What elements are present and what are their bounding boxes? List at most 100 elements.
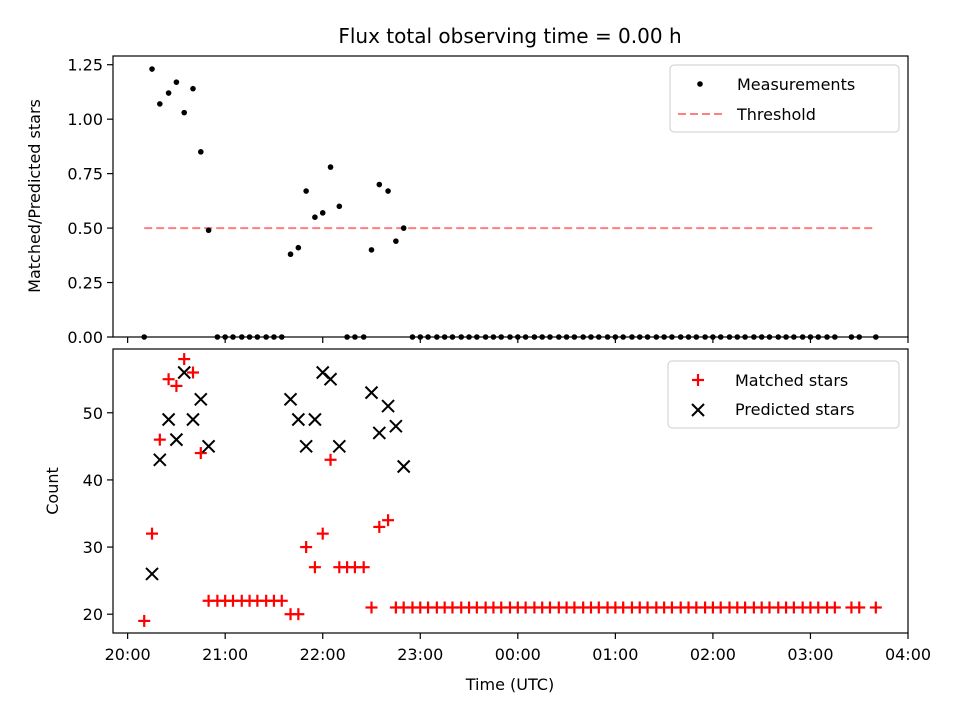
x-tick-label: 02:00	[690, 645, 736, 664]
predicted-star-point	[381, 399, 395, 413]
x-tick-label: 04:00	[885, 645, 931, 664]
predicted-star-point	[364, 385, 379, 400]
x-axis-label: Time (UTC)	[465, 675, 554, 694]
matched-star-point	[828, 601, 841, 614]
legend-measurements-label: Measurements	[737, 75, 855, 94]
matched-star-point	[138, 614, 151, 627]
predicted-star-point	[323, 372, 338, 386]
matched-star-point	[178, 353, 191, 366]
x-tick-label: 23:00	[397, 645, 443, 664]
measurement-point	[327, 164, 334, 170]
matched-star-point	[324, 453, 337, 466]
matched-star-point	[373, 520, 386, 533]
legend-threshold-label: Threshold	[736, 105, 816, 124]
bottom-plot-area	[138, 353, 882, 627]
matched-star-point	[146, 527, 159, 540]
measurement-point	[336, 203, 343, 210]
measurement-point	[190, 85, 196, 92]
x-tick-label: 21:00	[202, 645, 248, 664]
predicted-star-point	[332, 439, 347, 454]
measurement-point	[303, 188, 309, 194]
legend-predicted-label: Predicted stars	[735, 400, 855, 419]
top-y-tick-label: 1.00	[67, 110, 103, 129]
predicted-star-point	[161, 412, 176, 427]
bottom-y-axis-label: Count	[43, 467, 62, 515]
predicted-star-point	[299, 439, 313, 454]
chart-title: Flux total observing time = 0.00 h	[338, 24, 681, 48]
legend-predicted-marker	[691, 403, 705, 417]
measurement-point	[295, 244, 302, 251]
measurement-point	[205, 227, 212, 234]
bottom-y-axis: 20 30 40 50	[83, 404, 113, 624]
top-axes-frame	[112, 55, 909, 338]
predicted-star-point	[396, 459, 411, 474]
measurement-point	[385, 188, 391, 194]
matched-star-point	[194, 447, 207, 460]
predicted-star-point	[194, 392, 208, 407]
measurement-point	[376, 181, 383, 188]
measurement-point	[181, 109, 188, 116]
top-panel: 0.00 0.25 0.50 0.75 1.00 1.25 Matched/Predict…	[25, 55, 909, 347]
measurement-point	[319, 210, 326, 216]
x-tick-label: 03:00	[787, 645, 833, 664]
matched-star-point	[357, 561, 370, 574]
top-y-axis: 0.00 0.25 0.50 0.75 1.00 1.25	[67, 56, 113, 347]
x-tick-label: 22:00	[300, 645, 346, 664]
matched-star-point	[162, 373, 175, 386]
measurement-point	[312, 214, 318, 220]
measurement-point	[197, 149, 204, 155]
measurement-point	[287, 251, 294, 258]
legend-matched-label: Matched stars	[735, 371, 848, 390]
matched-star-point	[382, 514, 395, 527]
predicted-star-point	[186, 412, 200, 427]
matched-star-point	[365, 601, 378, 614]
matched-star-point	[170, 379, 183, 392]
predicted-star-point	[308, 412, 322, 427]
top-legend-box	[669, 64, 900, 133]
predicted-star-point	[283, 392, 298, 407]
top-plot-area	[141, 66, 879, 340]
matched-star-point	[316, 527, 329, 540]
x-tick-label: 00:00	[495, 645, 541, 664]
bottom-legend-box	[667, 360, 900, 429]
matched-star-point	[300, 541, 313, 554]
matched-star-point	[853, 601, 866, 614]
predicted-star-point	[291, 412, 306, 427]
measurement-point	[393, 238, 399, 244]
legend-matched-marker	[692, 374, 704, 386]
measurement-point	[368, 247, 375, 253]
matched-star-point	[292, 608, 305, 621]
matched-star-point	[275, 594, 288, 607]
x-tick-label: 01:00	[592, 645, 638, 664]
bottom-y-tick-label: 40	[83, 471, 103, 490]
matched-star-point	[308, 561, 321, 574]
top-y-axis-label: Matched/Predicted stars	[25, 99, 44, 293]
measurement-point	[400, 225, 407, 231]
predicted-star-point	[372, 426, 387, 440]
predicted-star-point	[145, 567, 159, 581]
top-y-tick-label: 0.25	[67, 274, 103, 293]
matched-star-point	[186, 366, 199, 379]
matched-star-point	[869, 601, 882, 614]
bottom-y-tick-label: 30	[83, 538, 103, 557]
predicted-star-point	[153, 453, 167, 467]
measurement-point	[157, 101, 163, 107]
predicted-star-point	[177, 365, 191, 380]
top-y-tick-label: 0.75	[67, 165, 103, 184]
bottom-legend: Matched stars Predicted stars	[667, 360, 900, 429]
bottom-x-axis: 20:00 21:00 22:00 23:00 00:00 01:00 02:00 03:00…	[105, 633, 931, 664]
predicted-star-point	[201, 439, 216, 454]
x-tick-label: 20:00	[105, 645, 151, 664]
bottom-y-tick-label: 50	[83, 404, 103, 423]
predicted-star-point	[169, 432, 184, 447]
top-y-tick-label: 0.50	[67, 219, 103, 238]
matched-star-point	[153, 433, 166, 446]
predicted-star-point	[389, 419, 403, 433]
legend-measurements-marker	[697, 81, 703, 87]
bottom-axes-frame	[112, 348, 909, 634]
bottom-panel: 20 30 40 50 20:00 21:00 22:00 23:00 00:00 01:00 0…	[43, 348, 931, 694]
measurement-point	[149, 66, 155, 72]
measurement-point	[173, 79, 180, 85]
top-y-tick-label: 0.00	[67, 328, 103, 347]
